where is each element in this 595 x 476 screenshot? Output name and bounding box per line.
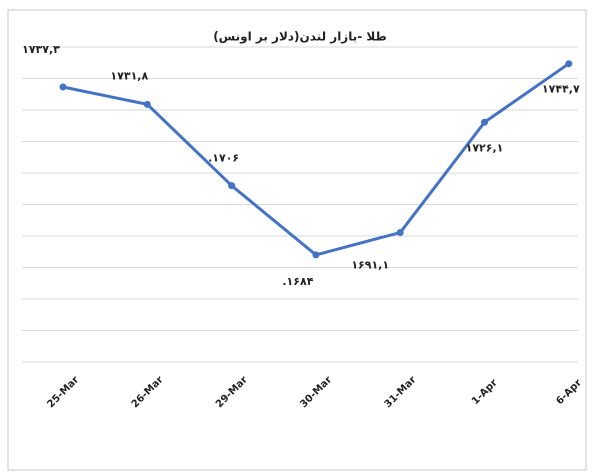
data-label: ۱۷۲۶,۱: [466, 141, 504, 154]
point: [481, 118, 488, 126]
data-label: ۱۶۹۱,۱: [351, 259, 389, 272]
point: [228, 182, 236, 190]
point: [396, 229, 404, 237]
data-label: .۱۷۰۶: [208, 152, 239, 165]
data-label: ۱۷۳۷,۳: [22, 43, 60, 56]
point: [312, 251, 320, 259]
point: [143, 100, 151, 108]
data-label: .۱۶۸۴: [282, 275, 313, 288]
point: [59, 83, 67, 91]
point: [565, 60, 573, 68]
data-label: ۱۷۴۴,۷: [542, 83, 580, 96]
chart-title: طلا -بازار لندن(دلار بر اونس): [213, 30, 387, 45]
data-label: ۱۷۳۱,۸: [110, 69, 148, 82]
